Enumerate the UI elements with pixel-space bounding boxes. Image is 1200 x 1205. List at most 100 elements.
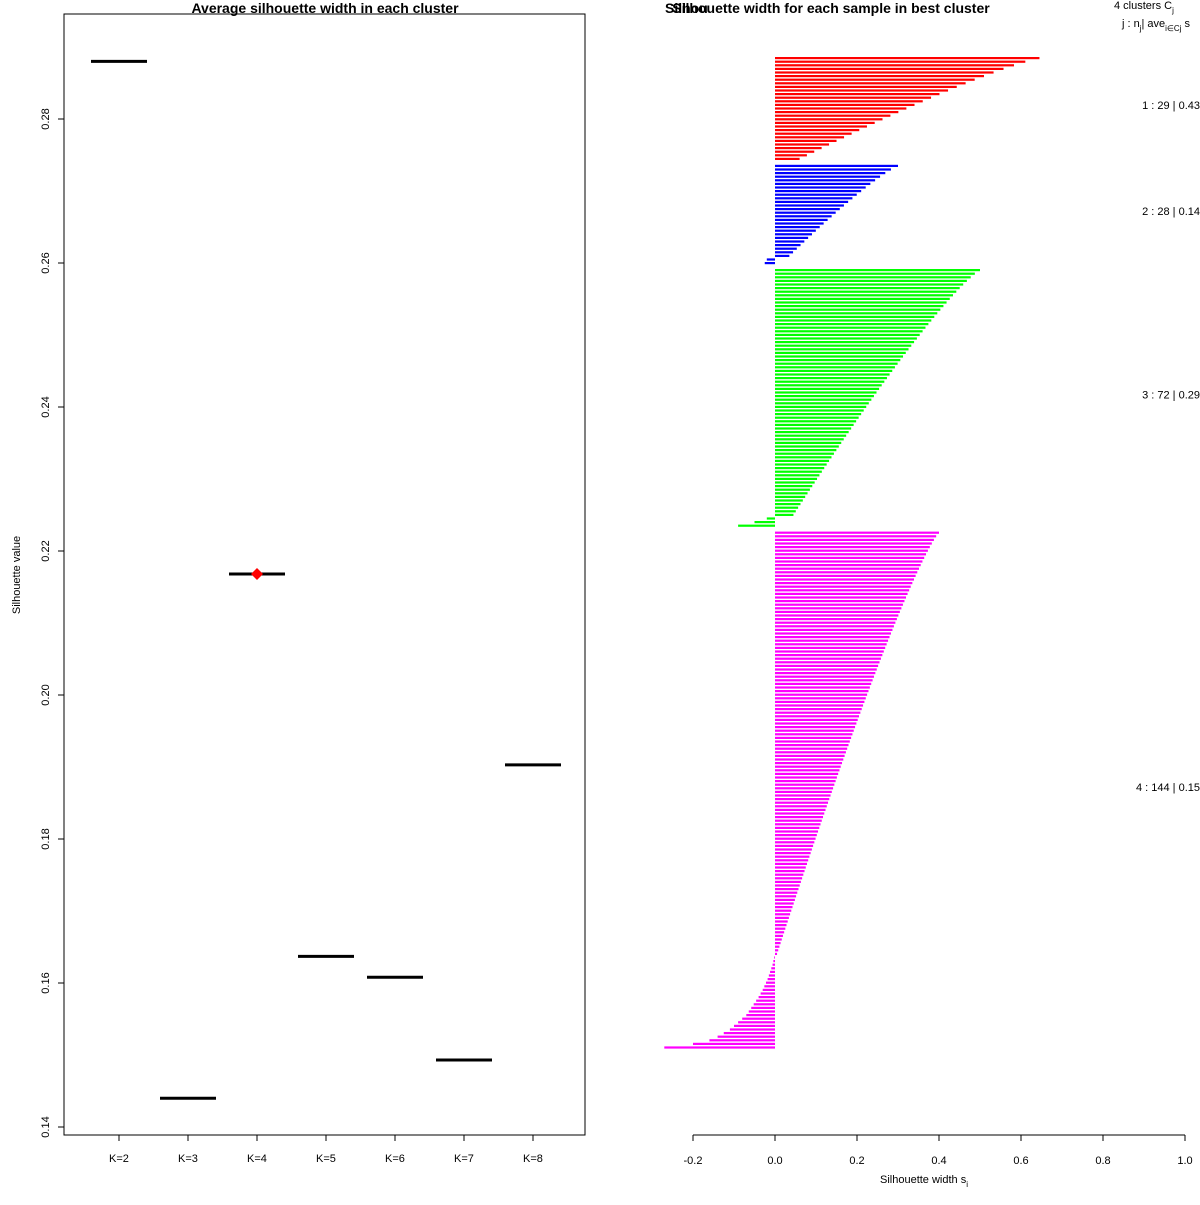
sample-bar: [775, 78, 975, 81]
sample-bar: [775, 726, 856, 729]
sample-bar: [775, 348, 909, 351]
sample-bar: [775, 538, 934, 541]
sample-bar: [775, 355, 904, 358]
left-x-tick-label: K=4: [247, 1153, 267, 1165]
sample-bar: [775, 384, 882, 387]
sample-bar: [775, 240, 805, 243]
sample-bar: [775, 330, 923, 333]
sample-bar: [775, 283, 964, 286]
sample-bar: [775, 668, 877, 671]
cluster-label: 1 : 29 | 0.43: [1142, 100, 1200, 112]
sample-bar: [775, 200, 849, 203]
sample-bar: [775, 787, 834, 790]
sample-bar: [775, 686, 870, 689]
sample-bar: [775, 391, 877, 394]
sample-bar: [775, 675, 874, 678]
sample-bar: [775, 790, 832, 793]
sample-bar: [775, 168, 891, 171]
sample-bar: [758, 996, 775, 999]
left-y-axis-label: Silhouette value: [11, 536, 23, 614]
sample-bar: [775, 931, 785, 934]
sample-bar: [770, 970, 775, 973]
sample-bar: [775, 888, 799, 891]
sample-bar: [775, 236, 809, 239]
sample-bar: [775, 812, 825, 815]
sample-bar: [775, 499, 803, 502]
sample-bar: [775, 848, 812, 851]
sample-bar: [775, 467, 825, 470]
sample-bar: [775, 470, 822, 473]
sample-bar: [775, 82, 966, 85]
sample-bar: [775, 823, 821, 826]
right-x-tick-label: 0.6: [1013, 1155, 1028, 1167]
sample-bar: [775, 830, 819, 833]
left-plot-frame: [63, 13, 586, 1136]
sample-bar: [775, 862, 807, 865]
left-x-tick-label: K=5: [316, 1153, 336, 1165]
sample-bar: [774, 956, 775, 959]
sample-bar: [775, 172, 886, 175]
sample-bar: [775, 780, 836, 783]
sample-bar: [775, 305, 944, 308]
sample-bar: [775, 510, 796, 513]
right-x-axis-label-text: Silhouette width s: [880, 1174, 967, 1186]
best-k-marker: [251, 568, 263, 581]
sample-bar: [734, 1024, 775, 1027]
avg-silhouette-chart: Average silhouette width in each cluster…: [11, 0, 586, 1165]
sample-bar: [775, 488, 810, 491]
sample-bar: [775, 916, 789, 919]
sample-bar: [775, 808, 826, 811]
sample-bar: [775, 531, 939, 534]
sample-bar: [775, 661, 880, 664]
sample-bar: [746, 1014, 775, 1017]
sample-bar: [766, 517, 775, 520]
sample-bar: [775, 251, 794, 254]
sample-bar: [775, 596, 907, 599]
sample-bar: [775, 834, 817, 837]
sample-bar: [775, 96, 932, 99]
sample-bar: [775, 333, 920, 336]
sample-bar: [742, 1017, 775, 1020]
sample-bar: [775, 567, 919, 570]
sample-bar: [775, 319, 932, 322]
sample-bar: [775, 456, 832, 459]
sample-bar: [764, 985, 775, 988]
sample-bar: [775, 211, 836, 214]
sample-bar: [775, 913, 791, 916]
sample-bar: [775, 402, 869, 405]
sample-bar: [775, 585, 911, 588]
sample-bar: [775, 708, 862, 711]
sample-bar: [775, 600, 905, 603]
sample-bar: [775, 751, 846, 754]
sample-bar: [775, 873, 804, 876]
silhouette-bars: [664, 57, 1040, 1049]
sample-bar: [768, 974, 775, 977]
sample-bar: [775, 229, 816, 232]
sample-bar: [775, 244, 801, 247]
sample-bar: [775, 927, 786, 930]
right-chart-title: Silhouette width for each sample in best…: [672, 0, 990, 16]
sample-bar: [775, 625, 894, 628]
sample-bar: [775, 114, 891, 117]
sample-bar: [775, 107, 907, 110]
sample-bar: [766, 258, 775, 261]
sample-bar: [775, 373, 890, 376]
sample-bar: [775, 920, 788, 923]
sample-bar: [775, 718, 858, 721]
sample-bar: [775, 420, 857, 423]
sample-bar: [775, 341, 915, 344]
sample-bar: [775, 93, 940, 96]
sample-bar: [775, 938, 782, 941]
sample-bar: [775, 100, 923, 103]
sample-bar: [775, 441, 842, 444]
sample-bar: [775, 366, 895, 369]
sample-bar: [775, 650, 884, 653]
left-chart-title: Average silhouette width in each cluster: [191, 0, 459, 16]
sample-bar: [775, 193, 857, 196]
sample-bar: [775, 610, 900, 613]
sample-bar: [775, 646, 886, 649]
sample-bar: [775, 481, 815, 484]
sample-bar: [775, 632, 891, 635]
left-y-tick-label: 0.14: [40, 1116, 52, 1137]
